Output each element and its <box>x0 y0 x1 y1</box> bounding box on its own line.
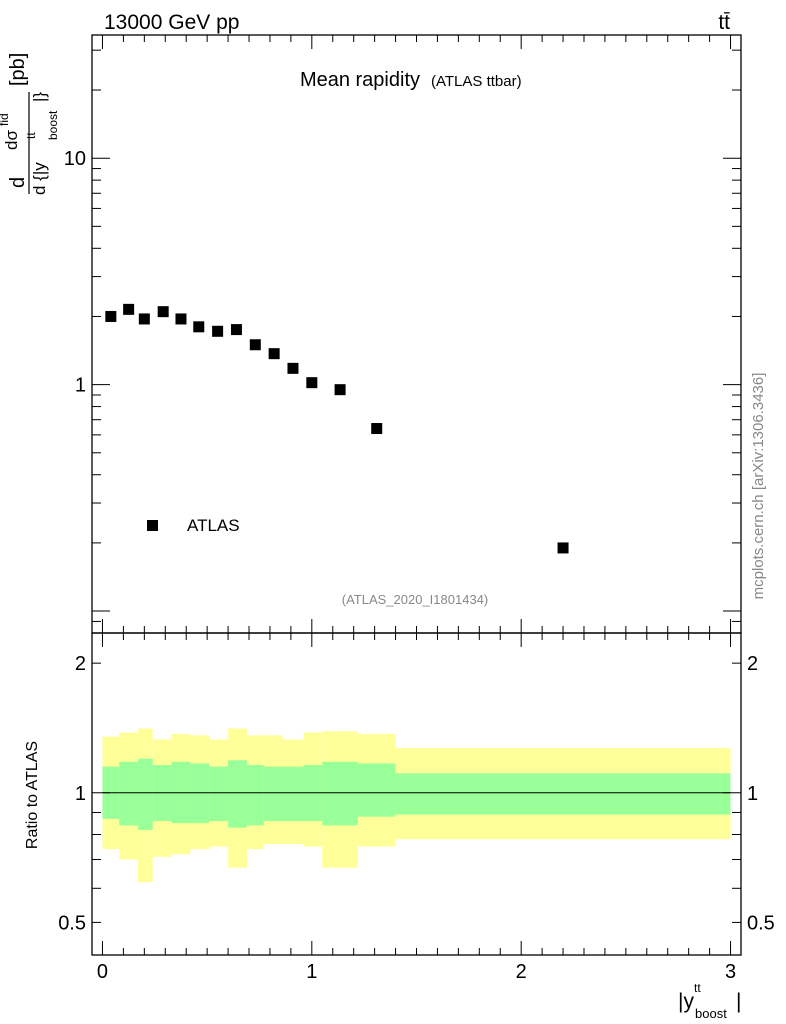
y-tick-label: 1 <box>75 375 86 397</box>
chart-subtitle: (ATLAS ttbar) <box>431 73 522 90</box>
ratio-axes: 0.5 0.5 1 1 2 2 0 1 2 3 <box>58 632 775 983</box>
xlabel-tt: tt <box>694 981 701 995</box>
data-point <box>157 306 169 318</box>
x-tick-label: 0 <box>97 961 108 983</box>
ylabel-fid: fid <box>0 113 11 126</box>
ylabel-close: |} <box>30 92 49 102</box>
y-tick-label-right: 1 <box>747 783 758 805</box>
ratio-panel: 0.5 0.5 1 1 2 2 0 1 2 3 Ratio to ATLAS |y tt boos… <box>24 632 775 1021</box>
y-tick-label-right: 2 <box>747 653 758 675</box>
side-label: mcplots.cern.ch [arXiv:1306.3436] <box>750 373 767 600</box>
main-ylabel: d dσ fid d {|y tt boost |} [pb] <box>0 53 60 195</box>
data-point <box>557 542 569 554</box>
ratio-ylabel: Ratio to ATLAS <box>24 741 41 849</box>
ratio-band-inner-bin <box>190 763 210 824</box>
data-point <box>371 423 383 435</box>
xlabel-boost: boost <box>695 1006 727 1021</box>
data-point <box>123 303 135 315</box>
ratio-band-inner-bin <box>209 766 229 821</box>
y-tick-label: 10 <box>64 148 86 170</box>
data-point <box>306 377 318 389</box>
ylabel-dsigma: dσ <box>2 130 21 150</box>
ylabel-boost: boost <box>46 110 60 140</box>
main-markers <box>105 303 569 554</box>
ratio-xlabel: |y tt boost | <box>678 981 741 1021</box>
data-point <box>249 339 261 351</box>
ratio-band-inner-bin <box>228 760 247 828</box>
xlabel-close: | <box>736 990 741 1013</box>
legend-marker <box>147 520 158 531</box>
ylabel-d: d <box>7 177 29 188</box>
y-tick-label: 2 <box>75 653 86 675</box>
x-tick-label: 1 <box>306 961 317 983</box>
ratio-band-inner-bin <box>395 773 731 815</box>
analysis-tag: (ATLAS_2020_I1801434) <box>342 592 488 607</box>
ratio-band-inner-bin <box>263 766 283 821</box>
ylabel-denominator: d {|y <box>30 162 49 195</box>
ratio-band-inner-bin <box>357 763 396 817</box>
data-point <box>138 313 150 325</box>
data-point <box>105 310 117 322</box>
ylabel-unit: [pb] <box>7 53 29 86</box>
energy-label: 13000 GeV pp <box>104 11 239 34</box>
data-point <box>287 362 299 374</box>
legend-label: ATLAS <box>187 516 240 535</box>
data-point <box>193 321 205 333</box>
process-label: tt̄ <box>718 11 730 34</box>
main-axes: 1 10 <box>64 34 742 634</box>
data-point <box>334 384 346 396</box>
main-panel: 1 10 Mean rapidity (ATLAS ttbar) (ATLAS_2… <box>0 34 742 634</box>
data-point <box>212 325 224 337</box>
y-tick-label-right: 0.5 <box>747 912 775 934</box>
xlabel-open: |y <box>678 990 694 1013</box>
ratio-band-inner-bin <box>138 758 153 830</box>
ratio-band-inner-bin <box>119 761 139 826</box>
ratio-band-inner-bin <box>282 766 304 821</box>
data-point <box>175 313 187 325</box>
x-tick-label: 3 <box>725 961 736 983</box>
ratio-bands <box>102 728 731 883</box>
data-point <box>268 348 280 360</box>
ylabel-tt: tt <box>24 132 38 139</box>
chart-title: Mean rapidity <box>300 69 420 91</box>
y-tick-label: 1 <box>75 783 86 805</box>
plot-frame <box>91 34 742 634</box>
ratio-band-inner-bin <box>322 761 358 826</box>
y-tick-label: 0.5 <box>58 912 86 934</box>
data-point <box>230 324 242 336</box>
x-tick-label: 2 <box>516 961 527 983</box>
ratio-band-inner-bin <box>246 765 264 826</box>
